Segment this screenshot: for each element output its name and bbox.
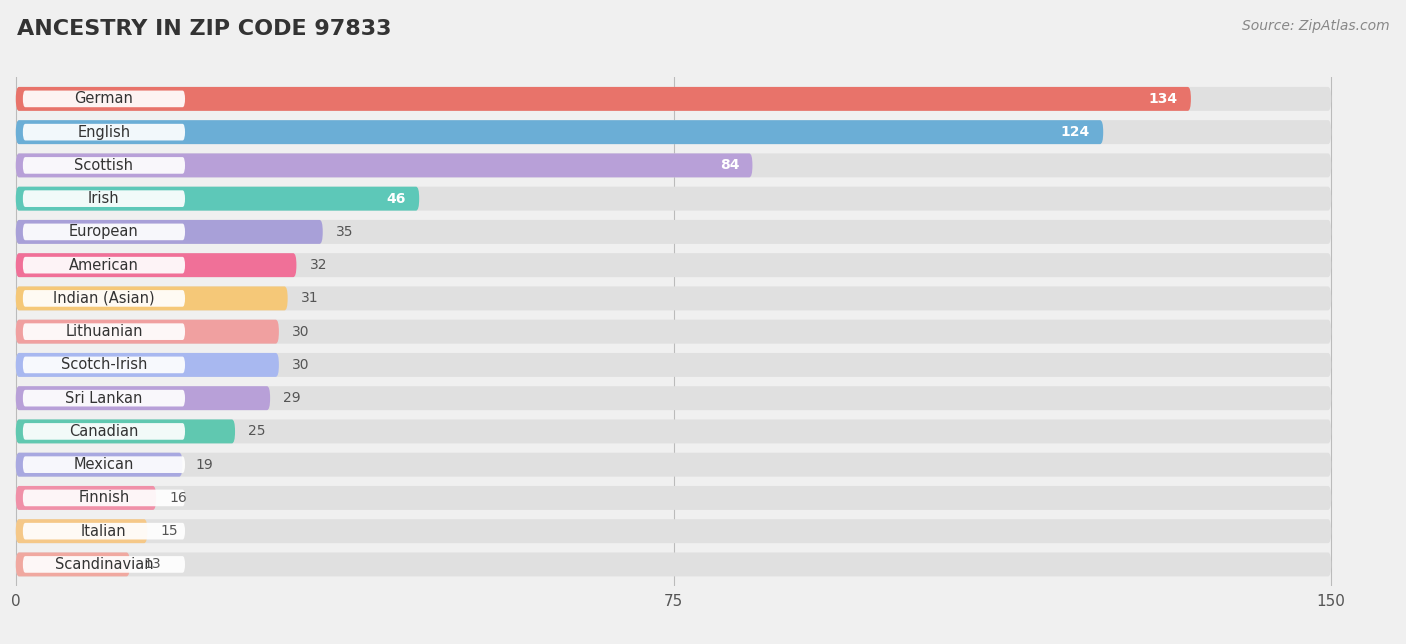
FancyBboxPatch shape — [15, 486, 156, 510]
Text: 32: 32 — [309, 258, 328, 272]
FancyBboxPatch shape — [22, 124, 186, 140]
Text: 15: 15 — [160, 524, 179, 538]
FancyBboxPatch shape — [15, 519, 148, 543]
Text: Lithuanian: Lithuanian — [65, 324, 142, 339]
FancyBboxPatch shape — [22, 556, 186, 573]
Text: English: English — [77, 125, 131, 140]
FancyBboxPatch shape — [15, 553, 1331, 576]
Text: Canadian: Canadian — [69, 424, 139, 439]
Text: 16: 16 — [169, 491, 187, 505]
FancyBboxPatch shape — [15, 453, 183, 477]
FancyBboxPatch shape — [15, 386, 1331, 410]
FancyBboxPatch shape — [15, 153, 752, 177]
FancyBboxPatch shape — [22, 223, 186, 240]
Text: Scottish: Scottish — [75, 158, 134, 173]
FancyBboxPatch shape — [15, 220, 1331, 244]
FancyBboxPatch shape — [22, 457, 186, 473]
FancyBboxPatch shape — [22, 523, 186, 540]
FancyBboxPatch shape — [15, 353, 1331, 377]
FancyBboxPatch shape — [15, 419, 1331, 443]
FancyBboxPatch shape — [15, 253, 1331, 277]
Text: Indian (Asian): Indian (Asian) — [53, 291, 155, 306]
Text: 30: 30 — [292, 325, 309, 339]
FancyBboxPatch shape — [22, 489, 186, 506]
FancyBboxPatch shape — [15, 120, 1331, 144]
FancyBboxPatch shape — [15, 220, 323, 244]
FancyBboxPatch shape — [15, 486, 1331, 510]
Text: Irish: Irish — [89, 191, 120, 206]
Text: 29: 29 — [283, 391, 301, 405]
FancyBboxPatch shape — [15, 87, 1331, 111]
FancyBboxPatch shape — [15, 187, 419, 211]
Text: Scandinavian: Scandinavian — [55, 557, 153, 572]
FancyBboxPatch shape — [22, 323, 186, 340]
Text: 30: 30 — [292, 358, 309, 372]
Text: 46: 46 — [387, 192, 406, 205]
Text: Source: ZipAtlas.com: Source: ZipAtlas.com — [1241, 19, 1389, 33]
FancyBboxPatch shape — [15, 386, 270, 410]
Text: Finnish: Finnish — [79, 491, 129, 506]
Text: Sri Lankan: Sri Lankan — [65, 391, 142, 406]
Text: Italian: Italian — [82, 524, 127, 538]
FancyBboxPatch shape — [15, 319, 278, 344]
FancyBboxPatch shape — [22, 191, 186, 207]
FancyBboxPatch shape — [22, 157, 186, 174]
Text: German: German — [75, 91, 134, 106]
FancyBboxPatch shape — [15, 287, 1331, 310]
FancyBboxPatch shape — [15, 553, 129, 576]
FancyBboxPatch shape — [15, 120, 1104, 144]
Text: American: American — [69, 258, 139, 272]
Text: 31: 31 — [301, 291, 318, 305]
FancyBboxPatch shape — [15, 353, 278, 377]
FancyBboxPatch shape — [15, 87, 1191, 111]
Text: 134: 134 — [1149, 92, 1178, 106]
Text: European: European — [69, 224, 139, 240]
Text: ANCESTRY IN ZIP CODE 97833: ANCESTRY IN ZIP CODE 97833 — [17, 19, 391, 39]
FancyBboxPatch shape — [22, 423, 186, 440]
FancyBboxPatch shape — [15, 153, 1331, 177]
Text: 19: 19 — [195, 458, 214, 471]
FancyBboxPatch shape — [15, 287, 288, 310]
FancyBboxPatch shape — [15, 519, 1331, 543]
FancyBboxPatch shape — [15, 187, 1331, 211]
Text: 13: 13 — [143, 558, 160, 571]
Text: 84: 84 — [720, 158, 740, 173]
FancyBboxPatch shape — [22, 390, 186, 406]
Text: Mexican: Mexican — [73, 457, 134, 472]
FancyBboxPatch shape — [22, 91, 186, 107]
FancyBboxPatch shape — [15, 453, 1331, 477]
FancyBboxPatch shape — [15, 419, 235, 443]
FancyBboxPatch shape — [15, 253, 297, 277]
Text: 25: 25 — [249, 424, 266, 439]
Text: 124: 124 — [1060, 125, 1090, 139]
FancyBboxPatch shape — [22, 357, 186, 374]
FancyBboxPatch shape — [22, 290, 186, 307]
FancyBboxPatch shape — [15, 319, 1331, 344]
Text: Scotch-Irish: Scotch-Irish — [60, 357, 148, 372]
FancyBboxPatch shape — [22, 257, 186, 274]
Text: 35: 35 — [336, 225, 353, 239]
